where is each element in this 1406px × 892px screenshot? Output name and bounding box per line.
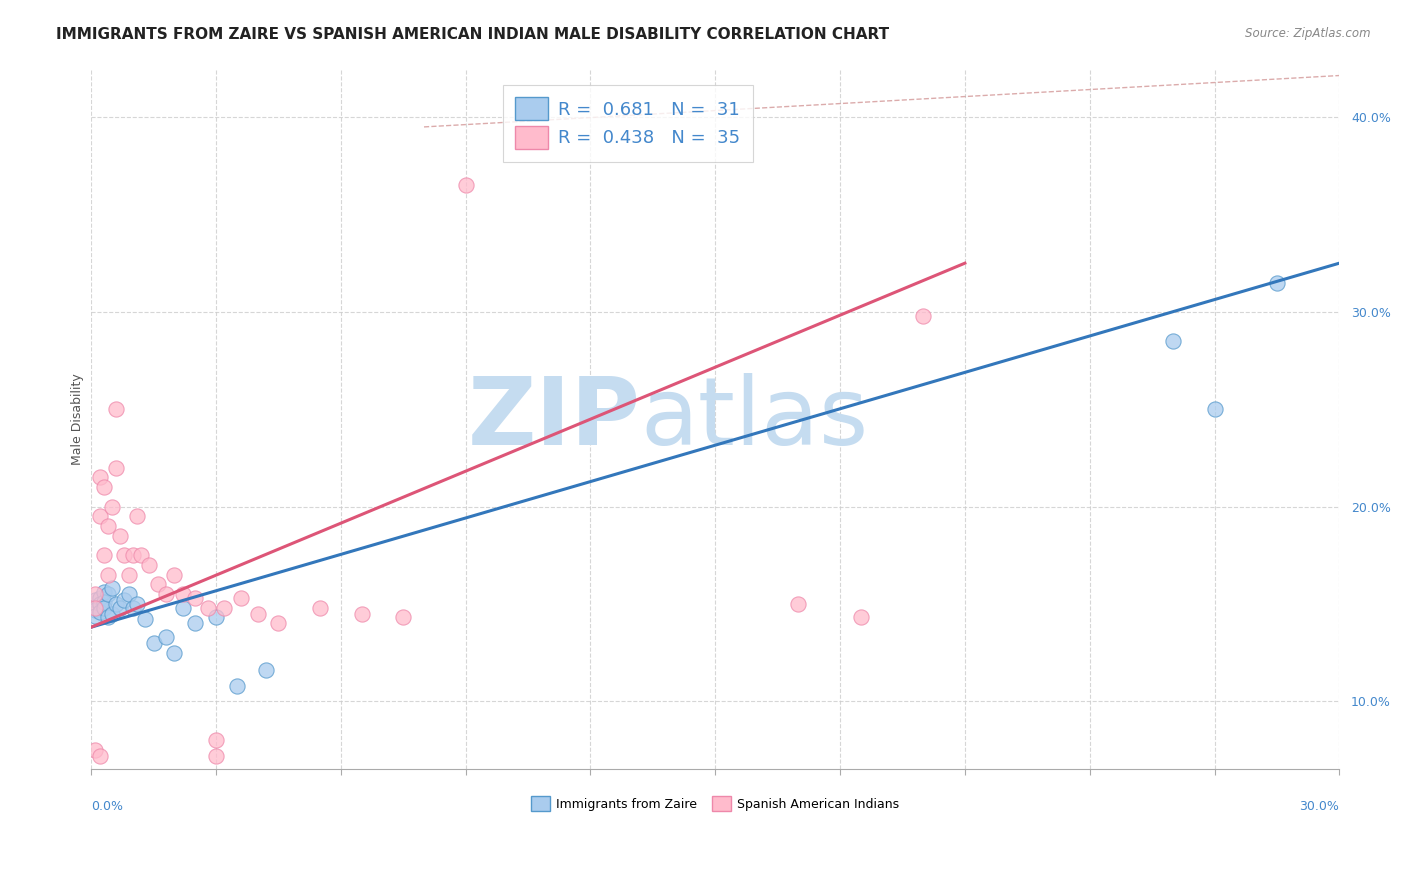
Point <box>350 607 373 621</box>
Point <box>110 600 132 615</box>
Point <box>89 509 111 524</box>
Point <box>205 610 228 624</box>
Point <box>84 593 107 607</box>
Point <box>138 558 160 572</box>
Text: IMMIGRANTS FROM ZAIRE VS SPANISH AMERICAN INDIAN MALE DISABILITY CORRELATION CHA: IMMIGRANTS FROM ZAIRE VS SPANISH AMERICA… <box>56 27 890 42</box>
Point <box>146 577 169 591</box>
Point <box>84 602 107 616</box>
Point <box>93 585 115 599</box>
Point <box>1204 402 1226 417</box>
Point <box>105 402 128 417</box>
Point <box>117 587 139 601</box>
Point <box>97 519 120 533</box>
Text: 30.0%: 30.0% <box>1299 800 1340 813</box>
Point <box>134 612 156 626</box>
Point <box>163 567 186 582</box>
Point <box>246 607 269 621</box>
Point <box>142 636 165 650</box>
Point <box>89 470 111 484</box>
Point <box>121 548 143 562</box>
Point <box>84 587 107 601</box>
Point <box>84 600 107 615</box>
Point <box>89 605 111 619</box>
Text: Source: ZipAtlas.com: Source: ZipAtlas.com <box>1246 27 1371 40</box>
Point <box>129 548 152 562</box>
Text: 0.0%: 0.0% <box>91 800 124 813</box>
Point <box>89 748 111 763</box>
Point <box>205 733 228 747</box>
Point <box>205 748 228 763</box>
Point <box>84 743 107 757</box>
Point <box>1265 276 1288 290</box>
Point <box>89 591 111 605</box>
Point <box>101 500 124 514</box>
Point <box>117 567 139 582</box>
Point <box>155 587 177 601</box>
Point <box>101 581 124 595</box>
Point <box>172 600 194 615</box>
Point <box>121 600 143 615</box>
Point <box>254 663 277 677</box>
Point <box>110 529 132 543</box>
Point <box>267 616 290 631</box>
Point <box>114 593 136 607</box>
Point <box>93 480 115 494</box>
Point <box>309 600 332 615</box>
Point <box>214 600 236 615</box>
Point <box>225 679 247 693</box>
Point <box>229 591 252 605</box>
Point <box>163 646 186 660</box>
Point <box>1161 334 1184 348</box>
Point <box>97 567 120 582</box>
Y-axis label: Male Disability: Male Disability <box>72 373 84 465</box>
Point <box>93 600 115 615</box>
Point <box>84 608 107 623</box>
Point <box>172 587 194 601</box>
Point <box>101 607 124 621</box>
Legend: Immigrants from Zaire, Spanish American Indians: Immigrants from Zaire, Spanish American … <box>526 791 904 815</box>
Point <box>97 610 120 624</box>
Text: atlas: atlas <box>640 373 869 465</box>
Point <box>97 587 120 601</box>
Point <box>114 548 136 562</box>
Point <box>125 597 148 611</box>
Point <box>93 548 115 562</box>
Point <box>105 597 128 611</box>
Point <box>105 460 128 475</box>
Point <box>125 509 148 524</box>
Point <box>155 630 177 644</box>
Point <box>184 616 207 631</box>
Text: ZIP: ZIP <box>467 373 640 465</box>
Point <box>184 591 207 605</box>
Point <box>454 178 477 193</box>
Point <box>392 610 415 624</box>
Point <box>787 597 810 611</box>
Point <box>93 595 115 609</box>
Point <box>912 309 935 323</box>
Point <box>197 600 219 615</box>
Point <box>849 610 872 624</box>
Point <box>89 597 111 611</box>
